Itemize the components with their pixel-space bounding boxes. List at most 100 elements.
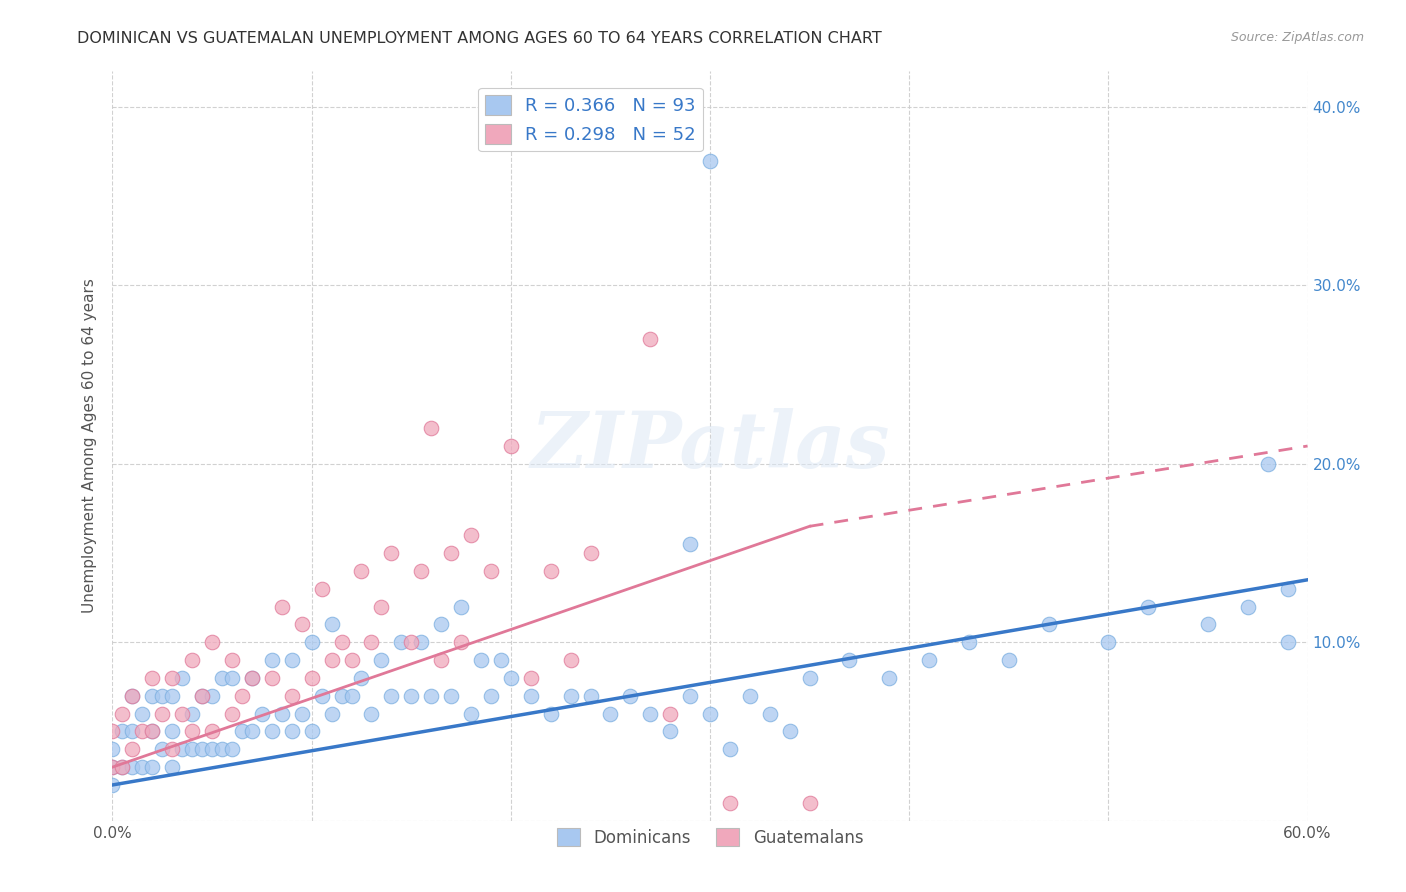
Point [679, 689, 702, 703]
Point [420, 689, 443, 703]
Point [540, 706, 562, 721]
Point [181, 706, 204, 721]
Point [121, 689, 143, 703]
Point [281, 689, 304, 703]
Point [141, 724, 163, 739]
Point [1277, 635, 1299, 649]
Point [957, 635, 980, 649]
Point [191, 689, 214, 703]
Point [738, 689, 761, 703]
Point [101, 778, 124, 792]
Text: Source: ZipAtlas.com: Source: ZipAtlas.com [1230, 31, 1364, 45]
Point [181, 653, 204, 667]
Point [360, 706, 382, 721]
Point [240, 671, 263, 685]
Point [201, 724, 224, 739]
Point [260, 653, 283, 667]
Point [291, 706, 314, 721]
Point [270, 599, 292, 614]
Point [162, 671, 183, 685]
Point [699, 153, 721, 168]
Point [759, 706, 782, 721]
Point [101, 742, 124, 756]
Point [489, 653, 512, 667]
Point [718, 796, 741, 810]
Point [411, 635, 433, 649]
Point [401, 689, 423, 703]
Point [450, 635, 472, 649]
Point [1237, 599, 1260, 614]
Point [270, 706, 292, 721]
Point [389, 635, 412, 649]
Point [430, 653, 453, 667]
Point [221, 653, 243, 667]
Point [201, 742, 224, 756]
Point [131, 706, 153, 721]
Point [291, 617, 314, 632]
Point [301, 635, 323, 649]
Point [699, 706, 721, 721]
Point [221, 706, 243, 721]
Point [380, 546, 402, 560]
Point [430, 617, 453, 632]
Point [599, 706, 621, 721]
Point [201, 689, 224, 703]
Point [121, 724, 143, 739]
Point [111, 706, 134, 721]
Point [998, 653, 1021, 667]
Point [131, 724, 153, 739]
Point [141, 760, 163, 774]
Point [838, 653, 860, 667]
Point [162, 760, 183, 774]
Point [470, 653, 492, 667]
Point [520, 689, 543, 703]
Point [240, 724, 263, 739]
Point [301, 724, 323, 739]
Point [101, 724, 124, 739]
Point [718, 742, 741, 756]
Point [918, 653, 941, 667]
Point [162, 724, 183, 739]
Point [321, 653, 343, 667]
Point [181, 742, 204, 756]
Point [121, 689, 143, 703]
Point [211, 742, 233, 756]
Point [191, 689, 214, 703]
Point [540, 564, 562, 578]
Point [231, 689, 253, 703]
Point [111, 760, 134, 774]
Point [321, 617, 343, 632]
Point [250, 706, 273, 721]
Point [579, 689, 602, 703]
Point [260, 671, 283, 685]
Point [150, 742, 173, 756]
Point [479, 564, 502, 578]
Point [460, 706, 482, 721]
Point [1257, 457, 1279, 471]
Point [181, 724, 204, 739]
Point [330, 689, 353, 703]
Point [799, 671, 821, 685]
Legend: Dominicans, Guatemalans: Dominicans, Guatemalans [550, 822, 870, 854]
Point [141, 724, 163, 739]
Point [311, 582, 333, 596]
Text: ZIPatlas: ZIPatlas [530, 408, 890, 484]
Point [231, 724, 253, 739]
Point [479, 689, 502, 703]
Point [520, 671, 543, 685]
Point [211, 671, 233, 685]
Point [162, 689, 183, 703]
Point [311, 689, 333, 703]
Point [111, 724, 134, 739]
Point [141, 671, 163, 685]
Point [799, 796, 821, 810]
Point [679, 537, 702, 551]
Point [1137, 599, 1160, 614]
Point [440, 546, 463, 560]
Point [172, 671, 194, 685]
Point [350, 671, 373, 685]
Point [1038, 617, 1060, 632]
Point [420, 421, 443, 435]
Point [560, 653, 582, 667]
Point [640, 332, 662, 346]
